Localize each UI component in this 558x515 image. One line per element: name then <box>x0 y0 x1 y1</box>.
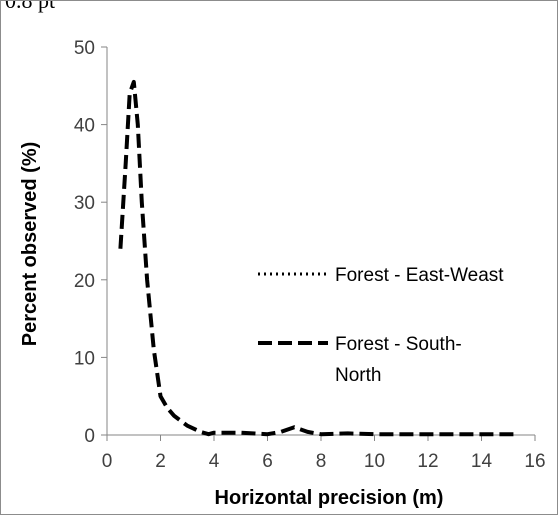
x-tick-label: 12 <box>417 451 438 472</box>
x-tick-label: 10 <box>364 451 385 472</box>
y-axis-title: Percent observed (%) <box>19 142 41 347</box>
y-tick-label: 50 <box>74 38 95 59</box>
x-tick-label: 0 <box>102 451 113 472</box>
legend-label-2: Forest - South-North <box>335 334 462 386</box>
x-tick-label: 4 <box>209 451 220 472</box>
x-tick-label: 6 <box>262 451 273 472</box>
x-tick-label: 14 <box>471 451 493 472</box>
y-tick-label: 10 <box>74 348 95 369</box>
axes <box>106 47 535 436</box>
series-layer <box>118 79 515 437</box>
x-tick-label: 2 <box>155 451 166 472</box>
y-tick-label: 20 <box>74 271 95 292</box>
x-tick-label: 16 <box>524 451 545 472</box>
legend: Forest - East-Weast Forest - South-North <box>258 265 504 386</box>
x-axis-title: Horizontal precision (m) <box>215 487 444 509</box>
ticks: 0 10 20 30 40 50 0 2 4 6 8 10 12 14 16 <box>74 38 546 472</box>
legend-label-1: Forest - East-Weast <box>335 265 504 286</box>
cropped-top-text: 0.8 pt <box>5 0 56 13</box>
y-tick-label: 40 <box>74 116 95 137</box>
x-tick-label: 8 <box>316 451 327 472</box>
y-tick-label: 30 <box>74 193 95 214</box>
y-tick-label: 0 <box>84 426 95 447</box>
series-line-2 <box>118 79 515 437</box>
